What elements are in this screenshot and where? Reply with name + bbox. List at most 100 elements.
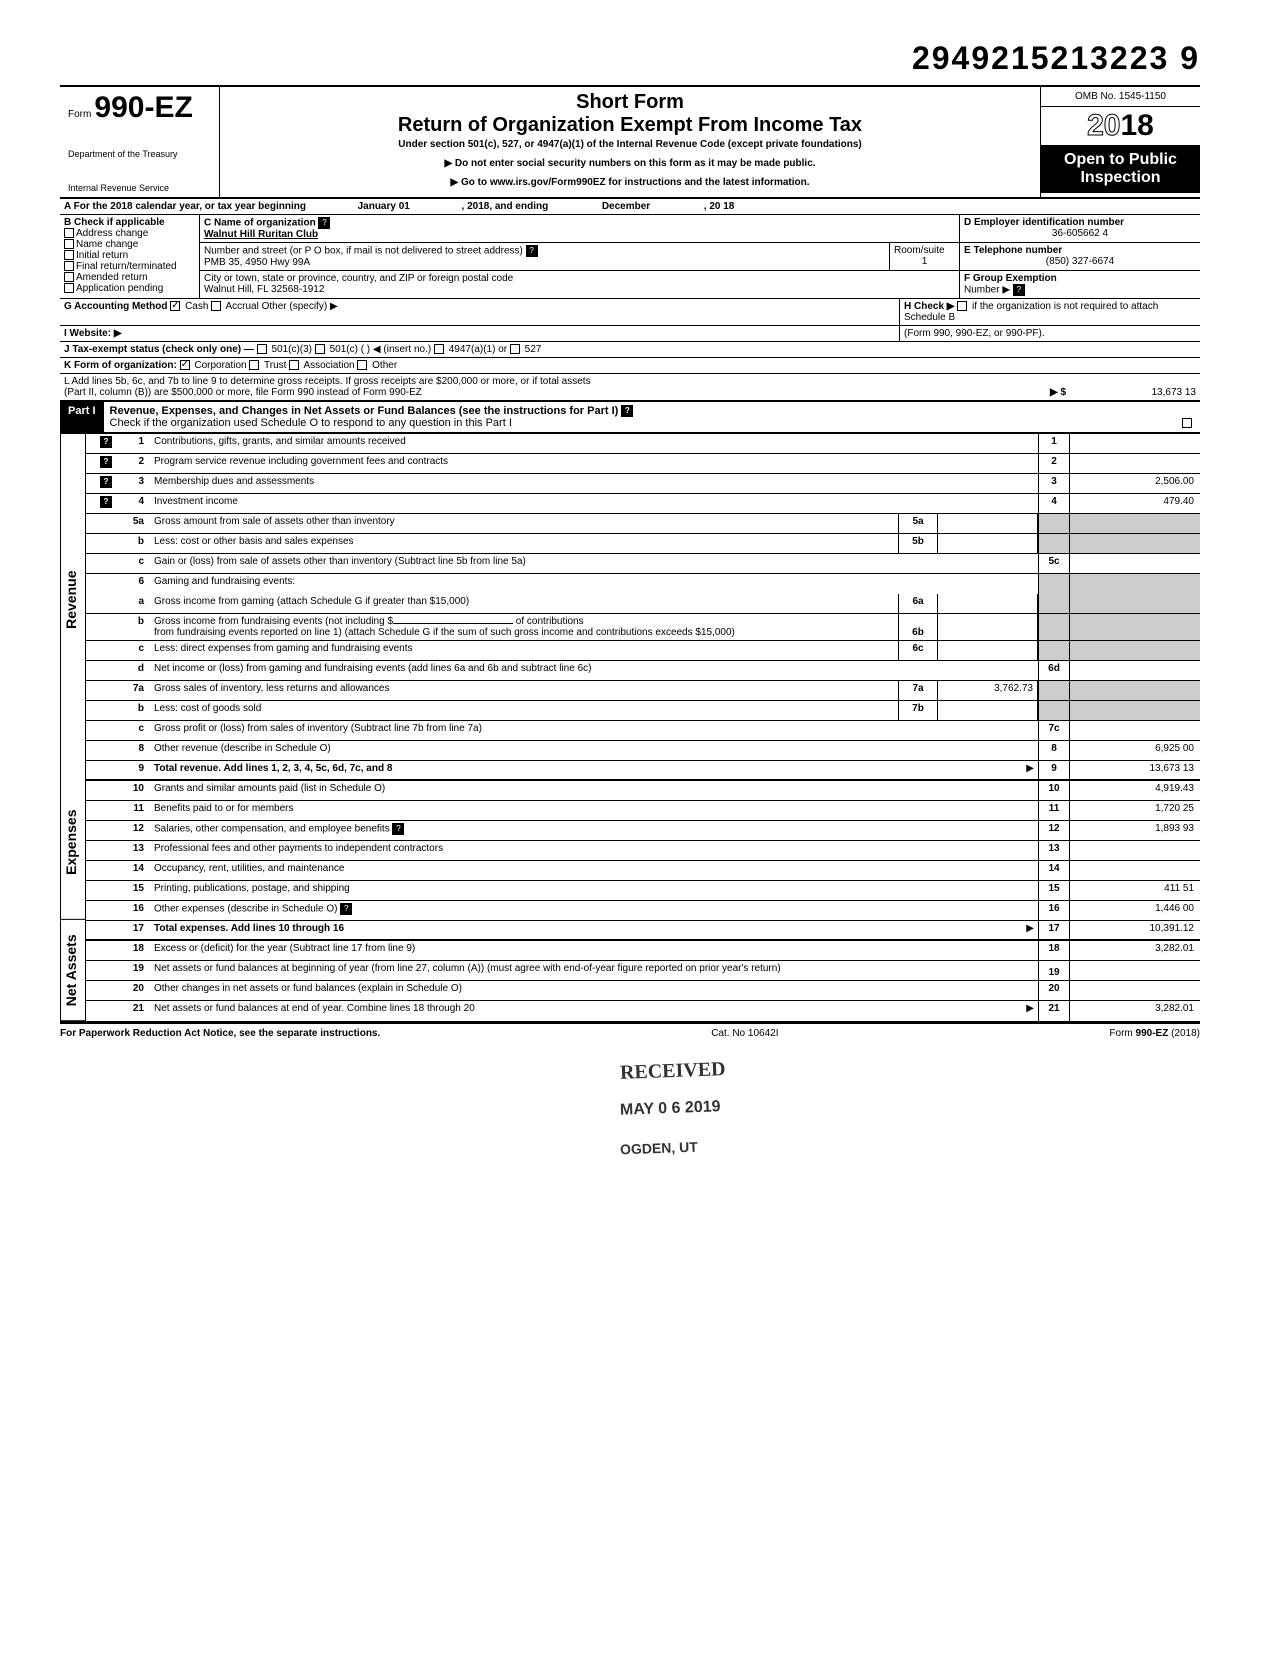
body-grid: Revenue Expenses Net Assets ? 1 Contribu…: [60, 432, 1200, 1022]
help-icon[interactable]: ?: [100, 496, 112, 508]
entity-block: B Check if applicable Address change Nam…: [60, 215, 1200, 299]
street: PMB 35, 4950 Hwy 99A: [204, 257, 885, 268]
lines-column: ? 1 Contributions, gifts, grants, and si…: [86, 434, 1200, 1021]
line-19: 19 Net assets or fund balances at beginn…: [86, 961, 1200, 981]
chk-accrual[interactable]: [211, 301, 221, 311]
form-number: 990-EZ: [94, 91, 192, 124]
line-4: ? 4 Investment income 4 479.40: [86, 494, 1200, 514]
main-title: Return of Organization Exempt From Incom…: [228, 114, 1032, 137]
line-18: 18 Excess or (deficit) for the year (Sub…: [86, 941, 1200, 961]
help-icon[interactable]: ?: [100, 456, 112, 468]
line-8: 8 Other revenue (describe in Schedule O)…: [86, 741, 1200, 761]
section-b-header: B Check if applicable: [64, 217, 195, 228]
line-l: L Add lines 5b, 6c, and 7b to line 9 to …: [60, 374, 1200, 401]
line-20: 20 Other changes in net assets or fund b…: [86, 981, 1200, 1001]
part-title: Revenue, Expenses, and Changes in Net As…: [104, 402, 1200, 432]
section-e-label: E Telephone number: [964, 245, 1196, 256]
side-revenue: Revenue: [60, 434, 85, 766]
form-header: Form 990-EZ Department of the Treasury I…: [60, 85, 1200, 199]
chk-corp[interactable]: [180, 360, 190, 370]
instr-ssn: ▶ Do not enter social security numbers o…: [228, 158, 1032, 169]
chk-cash[interactable]: [170, 301, 180, 311]
line-5c: c Gain or (loss) from sale of assets oth…: [86, 554, 1200, 574]
side-netassets: Net Assets: [60, 920, 85, 1021]
dept-irs: Internal Revenue Service: [68, 183, 211, 193]
line-5b: b Less: cost or other basis and sales ex…: [86, 534, 1200, 554]
tax-year: 2018: [1041, 107, 1200, 145]
chk-schedule-o[interactable]: [1182, 418, 1192, 428]
line-a: A For the 2018 calendar year, or tax yea…: [60, 199, 1200, 215]
short-form-label: Short Form: [228, 91, 1032, 114]
subtitle: Under section 501(c), 527, or 4947(a)(1)…: [228, 139, 1032, 150]
telephone: (850) 327-6674: [964, 256, 1196, 267]
chk-amended[interactable]: Amended return: [64, 272, 195, 283]
line-6b: b Gross income from fundraising events (…: [86, 614, 1200, 641]
chk-527[interactable]: [510, 344, 520, 354]
line-6c: c Less: direct expenses from gaming and …: [86, 641, 1200, 661]
instr-url: ▶ Go to www.irs.gov/Form990EZ for instru…: [228, 177, 1032, 188]
line-7b: b Less: cost of goods sold 7b: [86, 701, 1200, 721]
line-6d: d Net income or (loss) from gaming and f…: [86, 661, 1200, 681]
section-c-label: C Name of organization: [204, 218, 316, 229]
room: 1: [894, 256, 955, 267]
help-icon[interactable]: ?: [621, 405, 633, 417]
chk-501c3[interactable]: [257, 344, 267, 354]
part-label: Part I: [60, 402, 104, 432]
line-2: ? 2 Program service revenue including go…: [86, 454, 1200, 474]
help-icon[interactable]: ?: [318, 217, 330, 229]
section-f-label2: Number ▶ ?: [964, 284, 1196, 296]
line-7c: c Gross profit or (loss) from sales of i…: [86, 721, 1200, 741]
chk-assoc[interactable]: [289, 360, 299, 370]
line-3: ? 3 Membership dues and assessments 3 2,…: [86, 474, 1200, 494]
part1-header: Part I Revenue, Expenses, and Changes in…: [60, 401, 1200, 432]
room-label: Room/suite: [894, 245, 955, 256]
chk-501c[interactable]: [315, 344, 325, 354]
chk-trust[interactable]: [249, 360, 259, 370]
line-j: J Tax-exempt status (check only one) — 5…: [60, 342, 1200, 358]
form-prefix: Form: [68, 109, 91, 120]
help-icon[interactable]: ?: [100, 436, 112, 448]
line-17: 17 Total expenses. Add lines 10 through …: [86, 921, 1200, 941]
section-f-label: F Group Exemption: [964, 273, 1196, 284]
line-21: 21 Net assets or fund balances at end of…: [86, 1001, 1200, 1021]
footer-right: Form 990-EZ (2018): [1109, 1028, 1200, 1039]
ogden-stamp: OGDEN, UT: [620, 1139, 698, 1158]
section-d-label: D Employer identification number: [964, 217, 1196, 228]
line-11: 11 Benefits paid to or for members 11 1,…: [86, 801, 1200, 821]
chk-h[interactable]: [957, 301, 967, 311]
line-7a: 7a Gross sales of inventory, less return…: [86, 681, 1200, 701]
chk-final[interactable]: Final return/terminated: [64, 261, 195, 272]
footer: For Paperwork Reduction Act Notice, see …: [60, 1022, 1200, 1039]
help-icon[interactable]: ?: [1013, 284, 1025, 296]
line-g-h: G Accounting Method Cash Accrual Other (…: [60, 299, 1200, 326]
footer-left: For Paperwork Reduction Act Notice, see …: [60, 1028, 380, 1039]
gross-receipts: 13,673 13: [1066, 387, 1196, 398]
chk-initial[interactable]: Initial return: [64, 250, 195, 261]
line-6a: a Gross income from gaming (attach Sched…: [86, 594, 1200, 614]
line-1: ? 1 Contributions, gifts, grants, and si…: [86, 434, 1200, 454]
help-icon[interactable]: ?: [340, 903, 352, 915]
chk-name-change[interactable]: Name change: [64, 239, 195, 250]
header-left: Form 990-EZ Department of the Treasury I…: [60, 87, 220, 197]
chk-4947[interactable]: [434, 344, 444, 354]
line-k: K Form of organization: Corporation Trus…: [60, 358, 1200, 374]
help-icon[interactable]: ?: [526, 245, 538, 257]
help-icon[interactable]: ?: [100, 476, 112, 488]
line-i: I Website: ▶ (Form 990, 990-EZ, or 990-P…: [60, 326, 1200, 342]
received-stamp: RECEIVED: [620, 1058, 726, 1085]
line-9: 9 Total revenue. Add lines 1, 2, 3, 4, 5…: [86, 761, 1200, 781]
chk-pending[interactable]: Application pending: [64, 283, 195, 294]
omb-number: OMB No. 1545-1150: [1041, 87, 1200, 107]
line-15: 15 Printing, publications, postage, and …: [86, 881, 1200, 901]
chk-other[interactable]: [357, 360, 367, 370]
line-6: 6 Gaming and fundraising events:: [86, 574, 1200, 594]
page-number: 2949215213223 9: [60, 40, 1200, 77]
line-16: 16 Other expenses (describe in Schedule …: [86, 901, 1200, 921]
ein: 36-605662 4: [964, 228, 1196, 239]
help-icon[interactable]: ?: [392, 823, 404, 835]
open-public: Open to Public Inspection: [1041, 145, 1200, 193]
dept-treasury: Department of the Treasury: [68, 149, 211, 159]
chk-addr-change[interactable]: Address change: [64, 228, 195, 239]
line-10: 10 Grants and similar amounts paid (list…: [86, 781, 1200, 801]
header-center: Short Form Return of Organization Exempt…: [220, 87, 1040, 197]
